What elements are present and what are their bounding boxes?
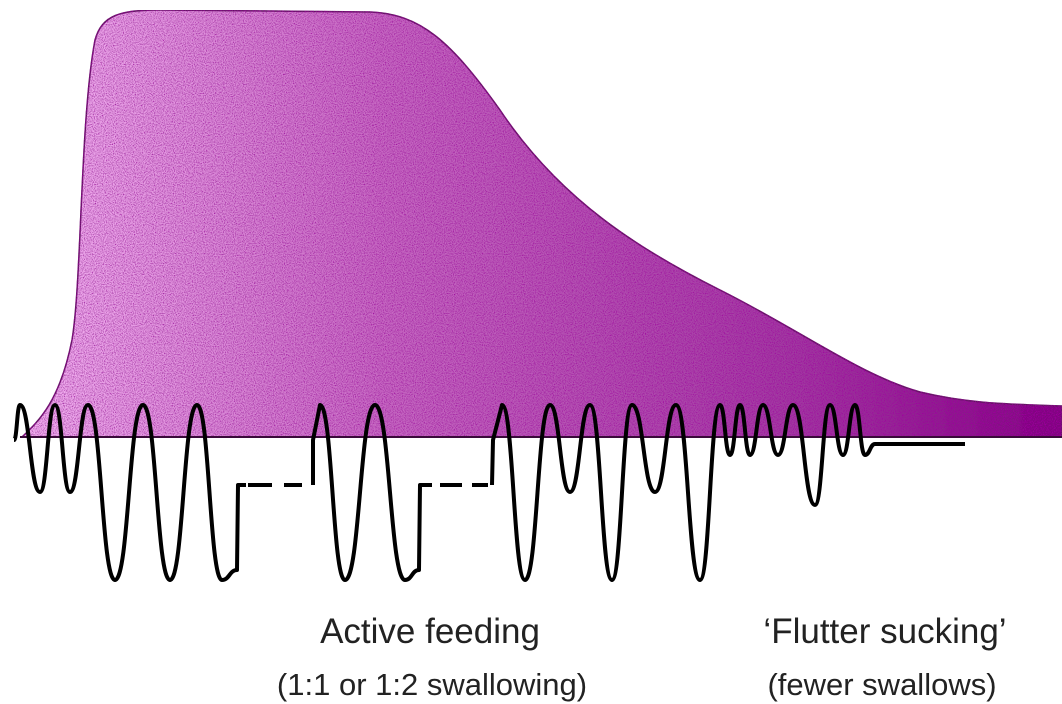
label-subtitle: (fewer swallows) [767, 667, 996, 702]
label-title: ‘Flutter sucking’ [763, 612, 1006, 651]
diagram: Active feeding (1:1 or 1:2 swallowing) ‘… [0, 0, 1062, 704]
feeding-area [22, 10, 1062, 437]
label-title: Active feeding [320, 612, 540, 651]
label-subtitle: (1:1 or 1:2 swallowing) [277, 667, 587, 702]
page: Active feeding (1:1 or 1:2 swallowing) ‘… [0, 0, 1062, 704]
